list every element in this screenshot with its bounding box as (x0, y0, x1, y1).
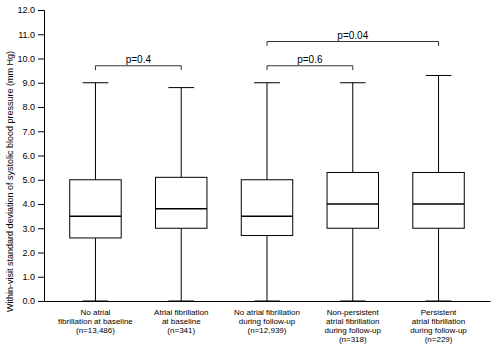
tick-label: 1.0 (22, 272, 35, 282)
box-plot (241, 83, 292, 301)
box (156, 177, 207, 228)
tick: 11.0 (18, 30, 44, 40)
tick: 5.0 (22, 175, 44, 185)
cap-high (254, 82, 280, 83)
box-plot (413, 75, 464, 301)
tick-mark (38, 228, 44, 229)
tick: 1.0 (22, 272, 44, 282)
tick-mark (38, 301, 44, 302)
bracket (267, 66, 353, 70)
median (156, 208, 207, 210)
bracket (267, 42, 439, 46)
median (327, 203, 378, 205)
tick-label: 6.0 (22, 151, 35, 161)
tick-label: 12.0 (17, 5, 35, 15)
cap-high (426, 75, 452, 76)
tick-mark (38, 131, 44, 132)
cap-low (426, 301, 452, 302)
tick-label: No atrial fibrillationduring follow-up(n… (234, 308, 300, 335)
tick-label: 2.0 (22, 248, 35, 258)
whisker-high (438, 75, 439, 172)
tick-mark (38, 34, 44, 35)
tick: 9.0 (22, 78, 44, 88)
tick-mark (38, 180, 44, 181)
tick-label: No atrialfibrillation at baseline(n=13,4… (58, 308, 133, 335)
tick-label: 4.0 (22, 199, 35, 209)
axis-title: Within-visit standard deviation of systo… (5, 51, 15, 312)
tick: 6.0 (22, 151, 44, 161)
annotations: p=0.4 p=0.6 p=0.04 (126, 30, 369, 65)
box (327, 172, 378, 228)
cap-low (168, 301, 194, 302)
tick-label: 9.0 (22, 78, 35, 88)
box-plot (70, 83, 121, 301)
whisker-high (352, 83, 353, 173)
tick: 10.0 (17, 54, 44, 64)
tick: 3.0 (22, 224, 44, 234)
bracket (95, 66, 181, 70)
tick-label: 5.0 (22, 175, 35, 185)
tick: Non-persistentatrial fibrillationduring … (325, 308, 382, 345)
whisker-low (267, 236, 268, 301)
tick-label: 10.0 (17, 54, 35, 64)
whisker-low (95, 238, 96, 301)
tick-mark (38, 156, 44, 157)
tick: 4.0 (22, 199, 44, 209)
tick: 2.0 (22, 248, 44, 258)
tick-label: Persistentatrial fibrillationduring foll… (410, 308, 467, 345)
cap-high (83, 82, 109, 83)
whisker-high (95, 83, 96, 180)
cap-low (254, 301, 280, 302)
tick-label: 7.0 (22, 127, 35, 137)
tick: Atrial fibrillationat baseline(n=341) (154, 308, 208, 335)
tick: 7.0 (22, 127, 44, 137)
median (70, 215, 121, 217)
box-plot (327, 83, 378, 301)
median (241, 215, 292, 217)
whisker-low (352, 228, 353, 301)
tick-mark (38, 83, 44, 84)
tick-label: 3.0 (22, 224, 35, 234)
box (413, 172, 464, 228)
tick-mark (38, 204, 44, 205)
whisker-low (438, 228, 439, 301)
box (70, 180, 121, 238)
annotation: p=0.6 (297, 54, 323, 65)
box (241, 180, 292, 236)
whisker-high (181, 88, 182, 178)
axis-line (38, 11, 45, 302)
tick: No atrial fibrillationduring follow-up(n… (234, 308, 300, 335)
tick-label: Non-persistentatrial fibrillationduring … (325, 308, 382, 345)
cap-high (168, 87, 194, 88)
tick: 8.0 (22, 102, 44, 112)
tick-label: 8.0 (22, 102, 35, 112)
annotation: p=0.04 (337, 30, 368, 41)
annotation: p=0.4 (126, 54, 152, 65)
chart: 0.0 1.0 2.0 3.0 4.0 5.0 6.0 7.0 8.0 9.0 10.0 11.0 12… (0, 0, 500, 363)
tick: No atrialfibrillation at baseline(n=13,4… (58, 308, 133, 335)
tick-mark (38, 59, 44, 60)
plot-area: 0.0 1.0 2.0 3.0 4.0 5.0 6.0 7.0 8.0 9.0 10.0 11.0 12… (17, 5, 490, 344)
tick: 0.0 (22, 296, 44, 306)
cap-low (83, 301, 109, 302)
x-axis: No atrialfibrillation at baseline(n=13,4… (45, 302, 491, 345)
cap-low (340, 301, 366, 302)
tick-mark (38, 107, 44, 108)
tick-label: 0.0 (22, 296, 35, 306)
box-plot (156, 88, 207, 301)
whisker-high (267, 83, 268, 180)
cap-high (340, 82, 366, 83)
tick: 12.0 (17, 5, 44, 15)
tick-mark (38, 10, 44, 11)
y-axis: 0.0 1.0 2.0 3.0 4.0 5.0 6.0 7.0 8.0 9.0 10.0 11.0 12… (17, 5, 44, 306)
tick-label: 11.0 (18, 30, 35, 40)
marks (70, 42, 465, 301)
axis-line (45, 301, 491, 302)
tick-label: Atrial fibrillationat baseline(n=341) (154, 308, 208, 335)
tick-mark (38, 253, 44, 254)
whisker-low (181, 228, 182, 301)
tick: Persistentatrial fibrillationduring foll… (410, 308, 467, 345)
median (413, 203, 464, 205)
tick-mark (38, 277, 44, 278)
